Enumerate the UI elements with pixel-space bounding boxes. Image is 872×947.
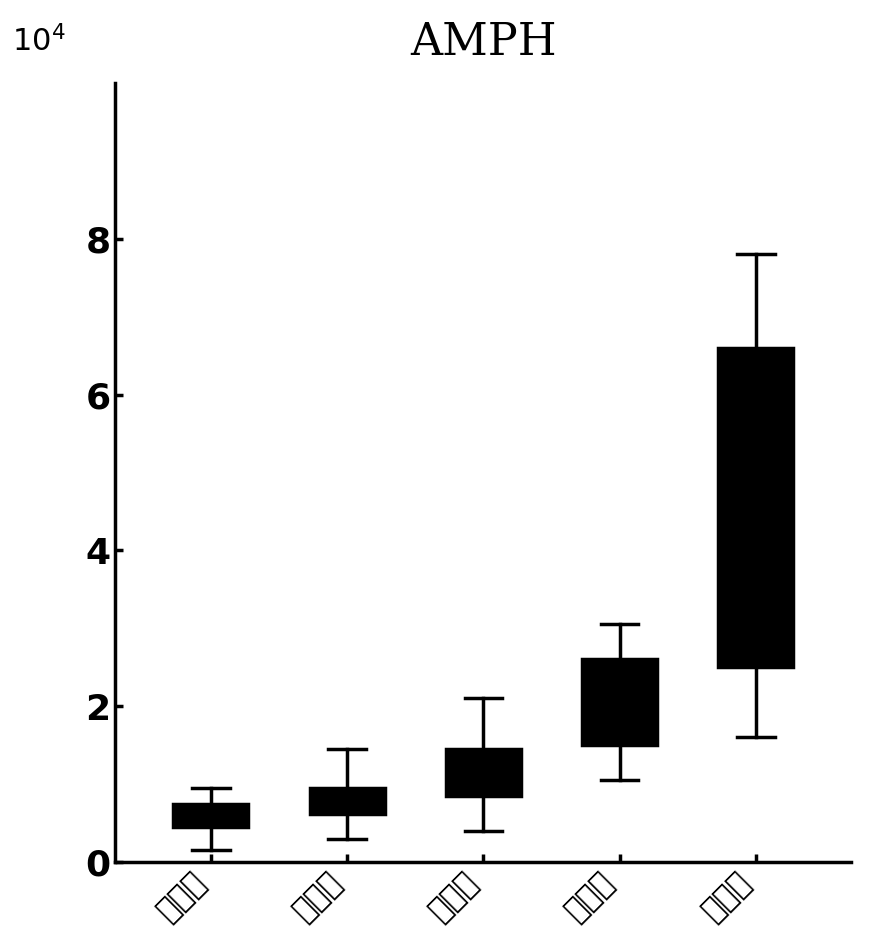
Text: $10^4$: $10^4$	[12, 26, 66, 58]
PathPatch shape	[446, 749, 521, 795]
PathPatch shape	[310, 788, 385, 813]
Title: AMPH: AMPH	[410, 21, 556, 64]
PathPatch shape	[174, 804, 249, 827]
PathPatch shape	[582, 659, 657, 745]
PathPatch shape	[719, 348, 794, 668]
